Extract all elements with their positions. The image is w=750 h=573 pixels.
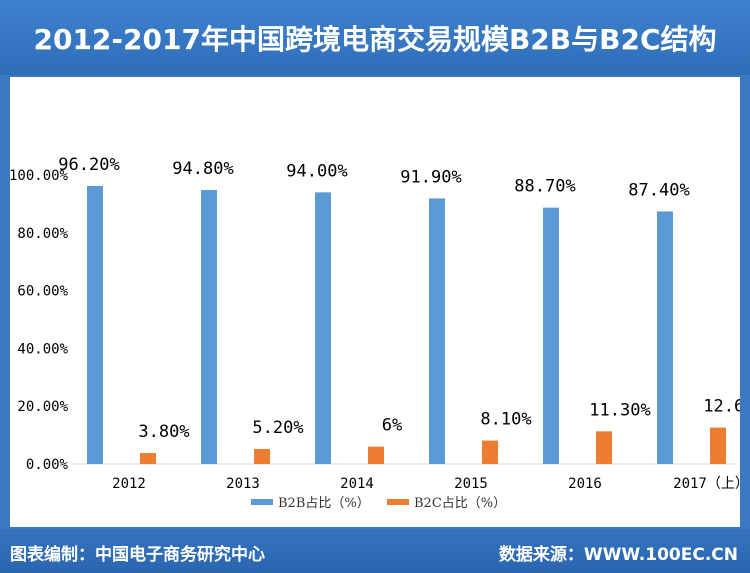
bar-b2b (543, 207, 559, 465)
bar-b2b (315, 192, 331, 464)
data-label-b2b: 94.00% (286, 161, 347, 181)
y-axis: 0.00% 20.00% 40.00% 60.00% 80.00% 100.00% (9, 168, 69, 473)
bar-chart: 0.00% 20.00% 40.00% 60.00% 80.00% 100.00% 96.… (9, 155, 750, 511)
footer: 图表编制：中国电子商务研究中心 数据来源：WWW.100EC.CN (0, 529, 750, 573)
bar-b2b (657, 211, 673, 464)
bar-b2c (482, 440, 498, 464)
data-label-b2b: 94.80% (172, 159, 233, 179)
x-tick-label: 2013 (226, 476, 260, 492)
data-label-b2c: 6% (382, 416, 402, 436)
data-label-b2b: 87.40% (628, 180, 689, 200)
footer-source-compiler: 图表编制：中国电子商务研究中心 (10, 545, 265, 565)
x-axis-labels: 2012 2013 2014 2015 2016 2017（上） (112, 476, 749, 492)
data-label-b2b: 96.20% (58, 155, 119, 175)
plot-panel: 0.00% 20.00% 40.00% 60.00% 80.00% 100.00% 96.… (9, 77, 750, 527)
data-label-b2c: 5.20% (252, 418, 303, 438)
x-tick-label: 2016 (568, 476, 602, 492)
y-tick-label: 40.00% (17, 341, 68, 357)
data-label-b2c: 12.60% (703, 397, 740, 417)
bar-b2c (710, 427, 726, 464)
bar-b2c (254, 448, 270, 464)
legend-label-b2b: B2B占比（%） (278, 496, 370, 511)
legend-swatch-b2c (387, 499, 409, 505)
x-tick-label: 2017（上） (673, 476, 740, 492)
bar-b2c (140, 453, 156, 464)
y-tick-label: 20.00% (17, 399, 68, 415)
bar-b2b (201, 190, 217, 464)
title-bar: 2012-2017年中国跨境电商交易规模B2B与B2C结构 (0, 0, 750, 75)
bar-b2b (429, 198, 445, 464)
bar-b2c (368, 446, 384, 464)
data-label-b2c: 8.10% (480, 410, 531, 430)
x-tick-label: 2014 (340, 476, 374, 492)
legend-swatch-b2b (251, 499, 273, 505)
y-tick-label: 100.00% (10, 168, 69, 184)
data-label-b2b: 91.90% (400, 167, 461, 187)
y-tick-label: 80.00% (17, 226, 68, 242)
y-tick-label: 60.00% (17, 284, 68, 300)
data-label-b2c: 3.80% (138, 422, 189, 442)
bars: 96.20% 3.80% 94.80% 5.20% 94.00% 6% 91.90% 8.10… (58, 155, 750, 465)
x-tick-label: 2012 (112, 476, 146, 492)
data-label-b2c: 11.30% (589, 400, 650, 420)
legend-label-b2c: B2C占比（%） (414, 496, 506, 511)
data-label-b2b: 88.70% (514, 177, 575, 197)
bar-b2c (596, 431, 612, 464)
footer-data-source: 数据来源：WWW.100EC.CN (498, 545, 738, 565)
bar-b2b (87, 185, 103, 464)
y-tick-label: 0.00% (26, 457, 69, 473)
x-tick-label: 2015 (454, 476, 488, 492)
chart-title: 2012-2017年中国跨境电商交易规模B2B与B2C结构 (33, 22, 717, 56)
legend: B2B占比（%） B2C占比（%） (251, 496, 506, 511)
